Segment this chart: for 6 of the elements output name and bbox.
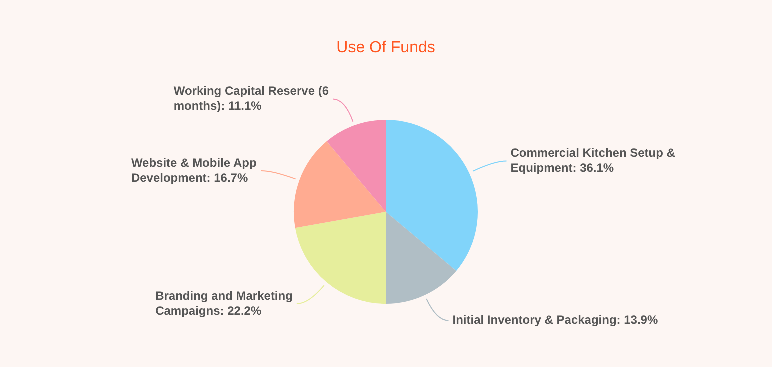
slice-label: Website & Mobile App Development: 16.7% xyxy=(131,156,257,185)
slice-label: Branding and Marketing Campaigns: 22.2% xyxy=(156,288,293,318)
chart-title: Use Of Funds xyxy=(336,39,436,56)
slice-label: Commercial Kitchen Setup & Equipment: 36.1% xyxy=(510,146,676,176)
slice-label: Working Capital Reserve (6 months): 11.1% xyxy=(174,84,330,114)
slice-label: Initial Inventory & Packaging: 13.9% xyxy=(452,313,658,328)
